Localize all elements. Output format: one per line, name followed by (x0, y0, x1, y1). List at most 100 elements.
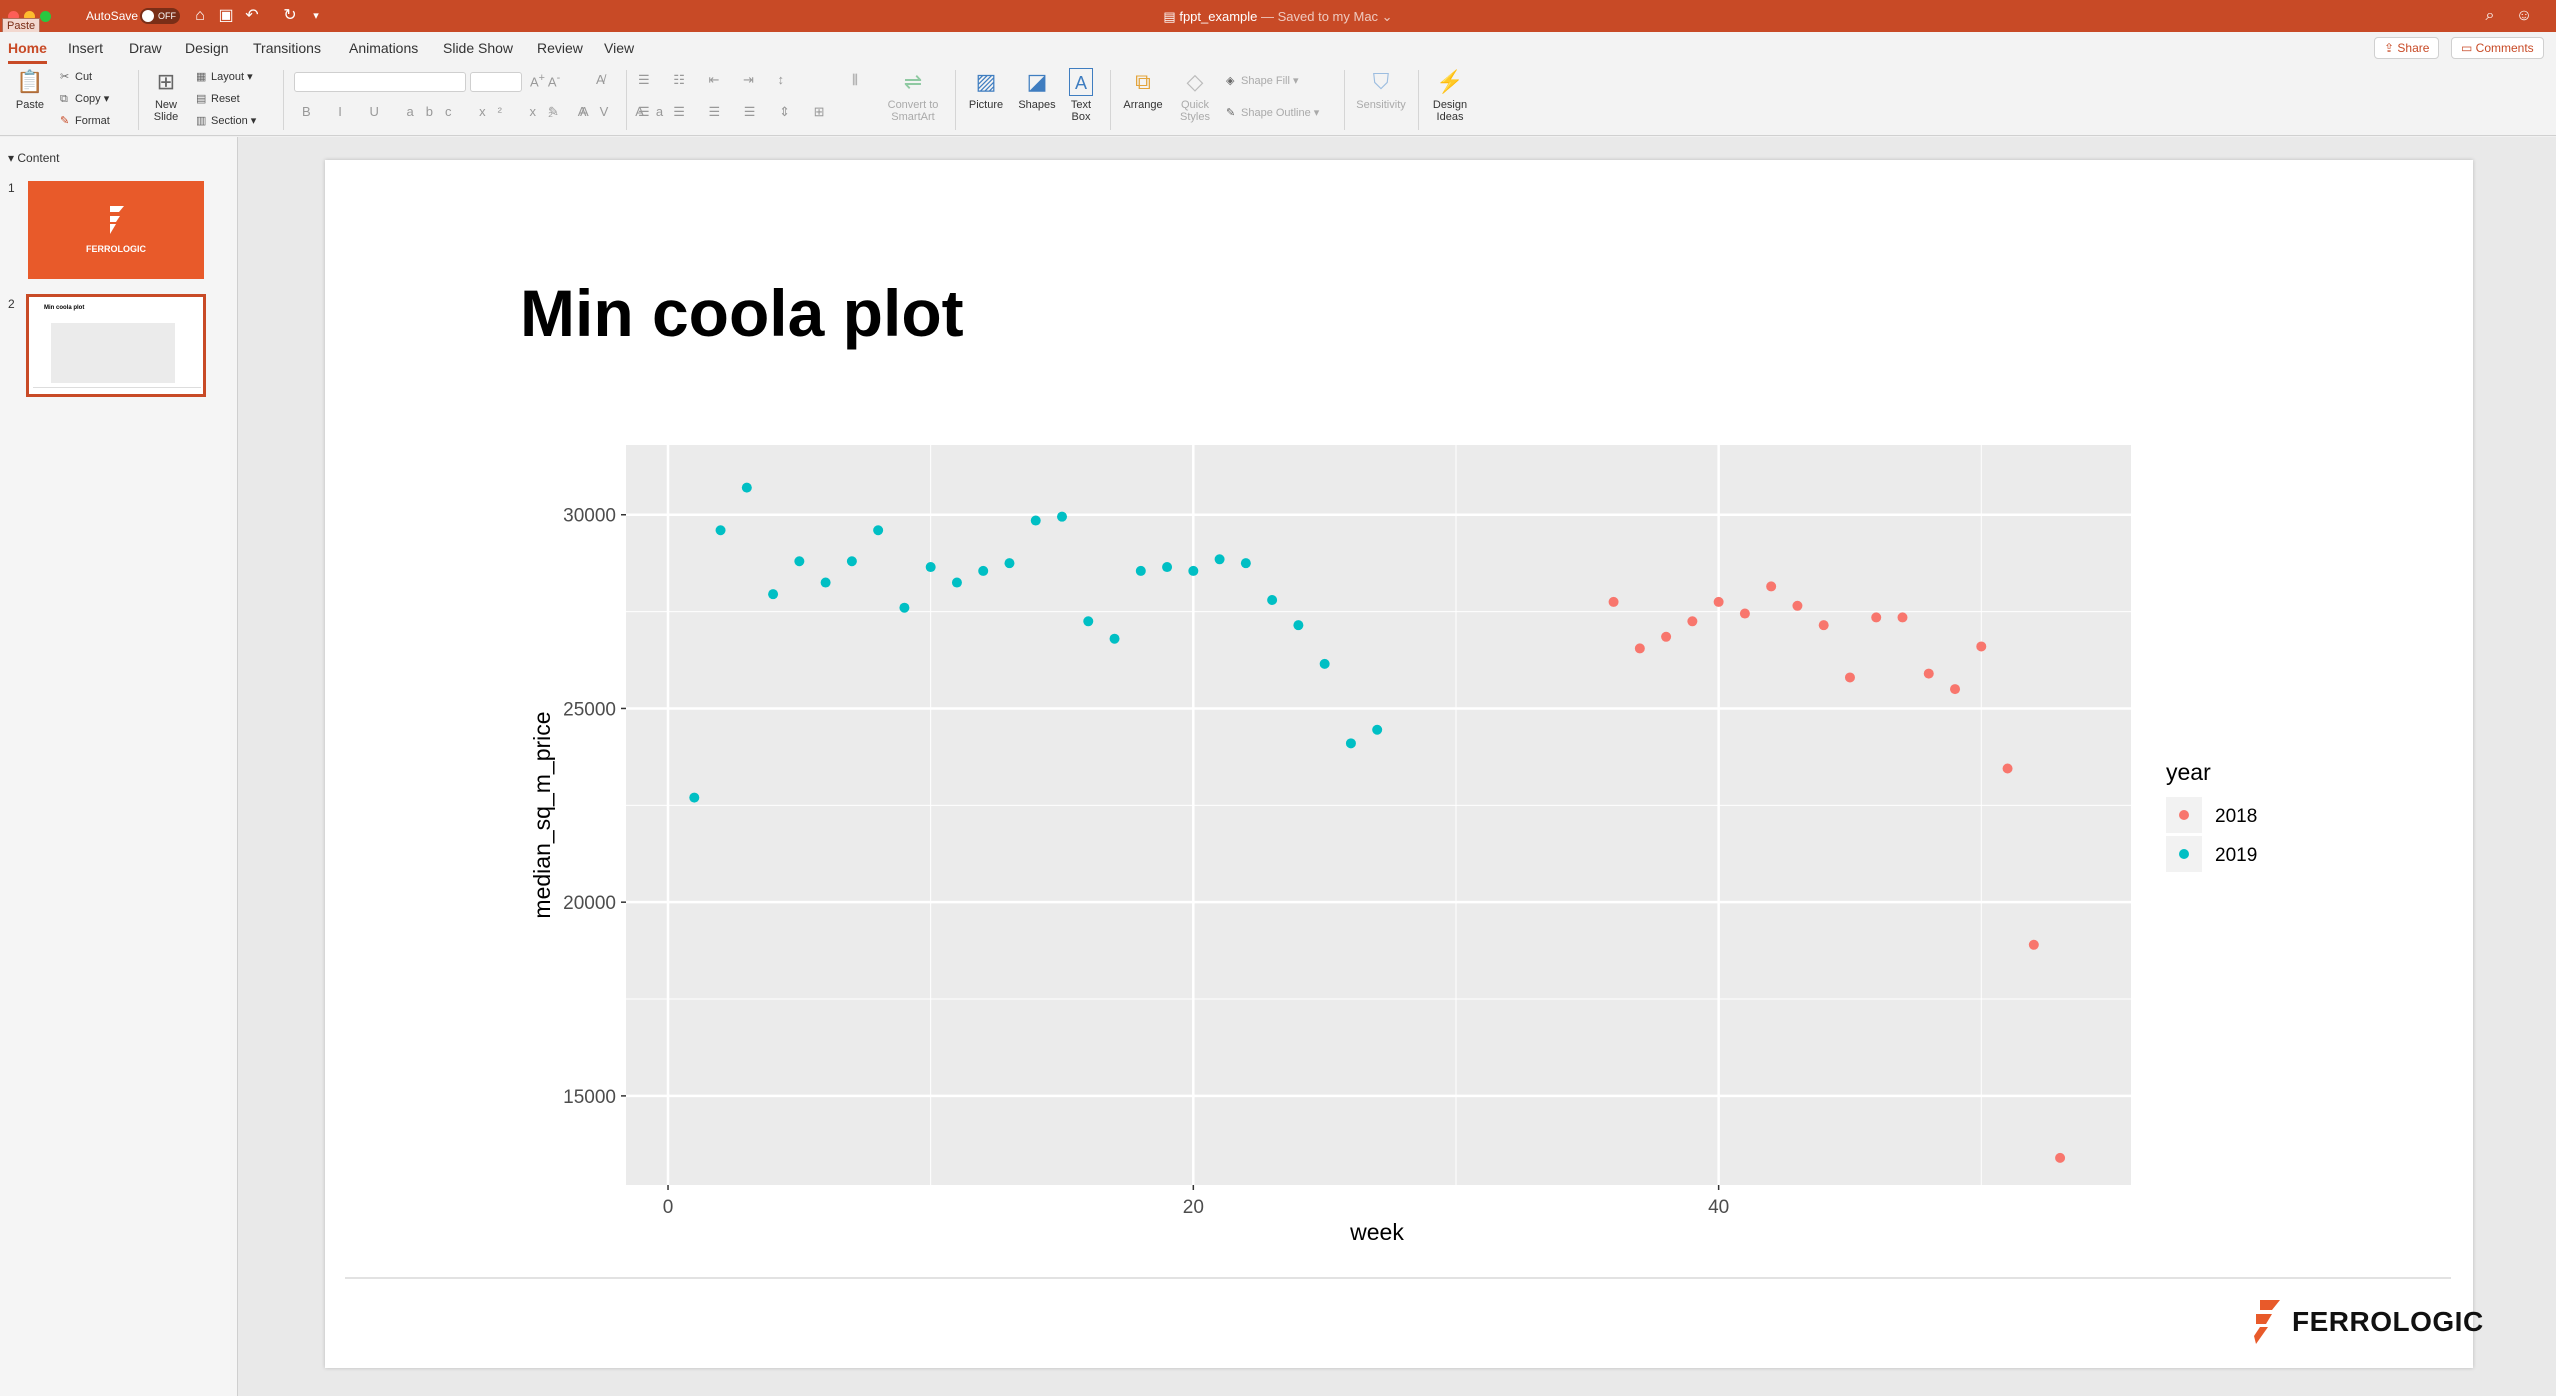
data-point-2019 (1135, 565, 1146, 576)
tab-home[interactable]: Home (8, 40, 47, 64)
quick-styles-label-2: Styles (1180, 111, 1210, 123)
save-icon[interactable]: ▣ (218, 7, 234, 24)
align-buttons[interactable]: ☰ ☰ ☰ ☰ ⇕ ⊞ (638, 104, 835, 119)
section-label: Section (211, 115, 248, 127)
data-point-2019 (951, 577, 962, 588)
section-button[interactable]: ▥ Section ▾ (196, 115, 257, 127)
font-size-select[interactable] (470, 72, 522, 92)
arrange-label: Arrange (1123, 99, 1163, 111)
maximize-window-button[interactable] (40, 11, 51, 22)
redo-icon[interactable]: ↻ (283, 7, 297, 24)
title-bar: AutoSave OFF ⌂ ▣ ↶ ↻ ▾ ▤ fppt_example — … (0, 0, 2556, 34)
logo-text: FERROLOGIC (2292, 1306, 2484, 1337)
slide-2[interactable]: Min coola plot 0 20 40 15000 20000 25000 30000… (325, 160, 2483, 1368)
section-header[interactable]: ▾ Content (8, 151, 59, 165)
close-window-button[interactable] (8, 11, 19, 22)
data-point-2019 (768, 589, 779, 600)
format-painter-button[interactable]: ✎ Format (60, 114, 110, 127)
layout-button[interactable]: ▦ Layout ▾ (196, 71, 253, 83)
shape-fill-button[interactable]: ◈ Shape Fill ▾ (1226, 75, 1299, 87)
shapes-icon: ◪ (1026, 69, 1048, 94)
cut-label: Cut (75, 71, 93, 83)
tab-view[interactable]: View (604, 40, 635, 56)
ribbon-separator (1110, 70, 1111, 130)
shape-outline-label: Shape Outline (1241, 107, 1311, 119)
tab-slide-show[interactable]: Slide Show (443, 40, 514, 56)
layout-icon: ▦ (196, 71, 207, 83)
data-point-2019 (873, 525, 884, 536)
tab-insert[interactable]: Insert (68, 40, 104, 56)
section-name: Content (17, 151, 60, 165)
data-point-2018 (1976, 641, 1987, 652)
paste-button[interactable]: 📋 Paste (6, 68, 54, 111)
tab-animations[interactable]: Animations (349, 40, 419, 56)
font-color-icons[interactable]: ✎ A (548, 104, 595, 119)
minimize-window-button[interactable] (24, 11, 35, 22)
y-tick-label: 20000 (563, 893, 616, 914)
comments-label: Comments (2475, 41, 2534, 55)
customize-toolbar-icon[interactable]: ▾ (313, 10, 319, 22)
data-point-2018 (1897, 612, 1908, 623)
reset-icon: ▤ (196, 93, 207, 105)
character-format-icons[interactable]: B I U abc x² x₂ AV Aa (302, 104, 676, 119)
data-point-2019 (1109, 633, 1120, 644)
cut-button[interactable]: ✂ Cut (60, 70, 92, 83)
data-point-2019 (794, 556, 805, 567)
data-point-2019 (925, 562, 936, 573)
shape-fill-label: Shape Fill (1241, 75, 1290, 87)
grow-font-icon[interactable]: A+ A- (530, 72, 561, 90)
account-icon[interactable]: ☺ (2515, 7, 2533, 24)
tab-review[interactable]: Review (537, 40, 583, 56)
data-point-2018 (1871, 612, 1882, 623)
clipboard-icon: 📋 (16, 69, 44, 94)
share-button[interactable]: ⇪ Share (2374, 37, 2440, 59)
thumbnail-title: Min coola plot (44, 305, 85, 311)
columns-button[interactable]: ⫼ (852, 72, 858, 87)
copy-button[interactable]: ⧉ Copy ▾ (60, 93, 110, 105)
design-ideas-button[interactable]: ⚡ Design Ideas (1424, 68, 1476, 123)
data-point-2018 (1634, 643, 1645, 654)
clear-format-icon[interactable]: A̸ (596, 72, 605, 87)
tab-design[interactable]: Design (185, 40, 229, 56)
y-tick-label: 30000 (563, 506, 616, 527)
shapes-button[interactable]: ◪ Shapes (1012, 68, 1062, 111)
home-icon[interactable]: ⌂ (195, 7, 205, 24)
ribbon-separator (1344, 70, 1345, 130)
section-icon: ▥ (196, 115, 207, 127)
tab-transitions[interactable]: Transitions (253, 40, 321, 56)
search-icon[interactable]: ⌕ (2485, 7, 2495, 24)
data-point-2018 (1923, 668, 1934, 679)
list-buttons[interactable]: ☰ ☷ ⇤ ⇥ ↕ (638, 72, 795, 87)
sensitivity-button[interactable]: ⛉ Sensitivity (1350, 68, 1412, 111)
undo-icon[interactable]: ↶ (245, 7, 259, 24)
data-point-2018 (2028, 939, 2039, 950)
slide-thumbnail-1[interactable]: FERROLOGIC (28, 181, 204, 279)
new-slide-label-1: New (154, 99, 177, 111)
shape-outline-button[interactable]: ✎ Shape Outline ▾ (1226, 107, 1320, 119)
text-box-button[interactable]: A Text Box (1064, 68, 1098, 123)
data-point-2019 (1004, 558, 1015, 569)
quick-styles-button[interactable]: ◇ Quick Styles (1170, 68, 1220, 123)
convert-label-1: Convert to (887, 99, 939, 111)
thumbnail-footer-line (33, 387, 201, 388)
comments-button[interactable]: ▭ Comments (2451, 37, 2544, 59)
convert-smartart-button[interactable]: ⇌ Convert to SmartArt (880, 68, 946, 123)
ribbon-separator (283, 70, 284, 130)
font-family-select[interactable] (294, 72, 466, 92)
slide-title[interactable]: Min coola plot (520, 276, 964, 350)
footer-divider (345, 1277, 2451, 1279)
scatter-plot[interactable]: 0 20 40 15000 20000 25000 30000 week median_sq… (325, 160, 2473, 1260)
slide-thumbnail-2[interactable]: Min coola plot (26, 294, 206, 397)
picture-button[interactable]: ▨ Picture (962, 68, 1010, 111)
new-slide-icon: ⊞ (156, 69, 176, 94)
tab-draw[interactable]: Draw (129, 40, 162, 56)
paste-label: Paste (15, 99, 45, 111)
data-point-2019 (1372, 724, 1383, 735)
pen-icon: ✎ (1226, 107, 1236, 119)
reset-button[interactable]: ▤ Reset (196, 92, 240, 105)
new-slide-button[interactable]: ⊞ New Slide (146, 68, 186, 123)
convert-label-2: SmartArt (891, 111, 935, 123)
arrange-icon: ⧉ (1135, 69, 1151, 94)
arrange-button[interactable]: ⧉ Arrange (1118, 68, 1168, 111)
autosave-toggle[interactable]: OFF (140, 8, 180, 24)
